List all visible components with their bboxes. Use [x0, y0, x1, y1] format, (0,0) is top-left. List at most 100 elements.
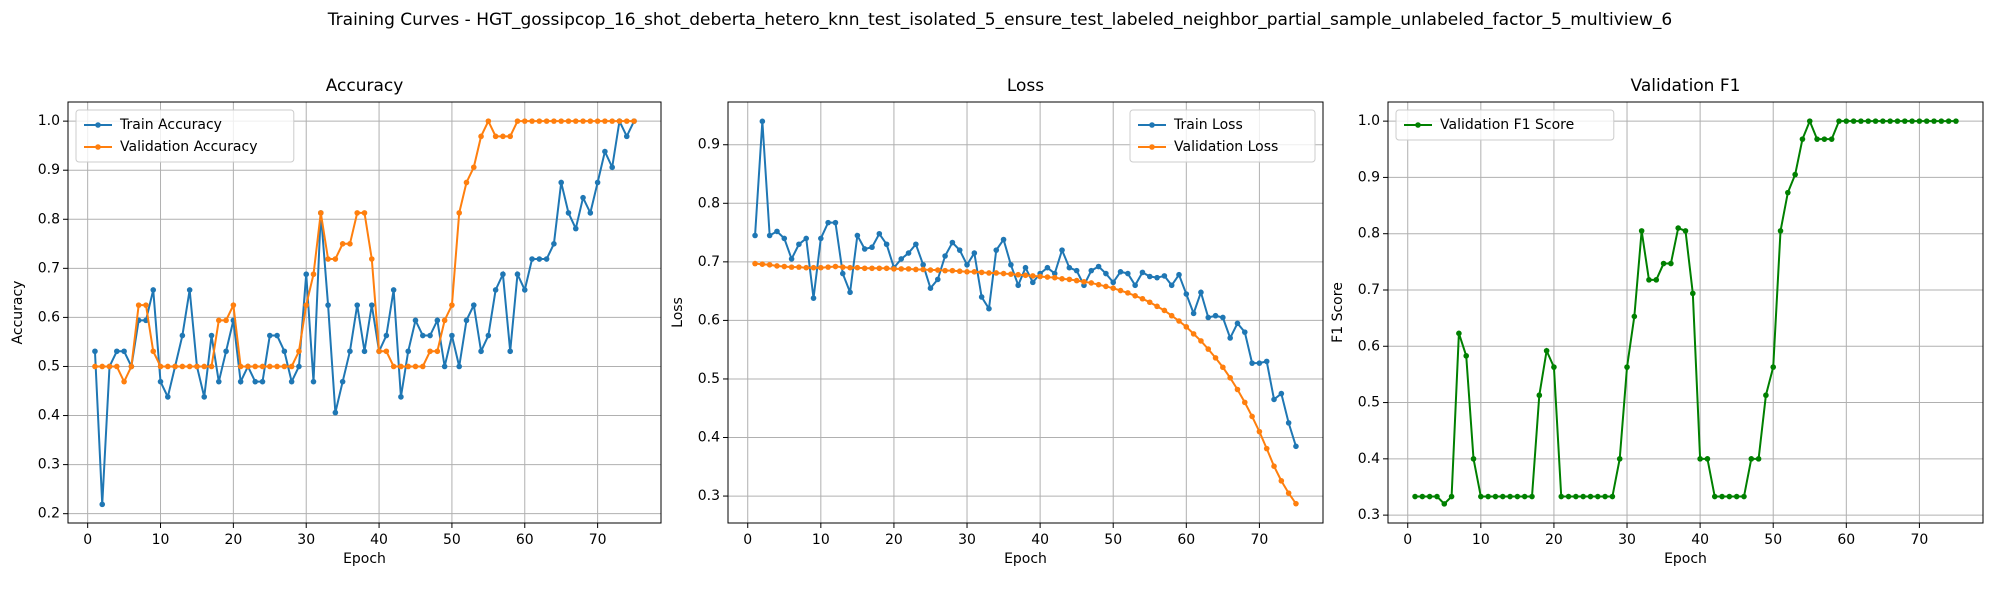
data-point — [993, 270, 1000, 276]
data-point — [1271, 463, 1277, 470]
data-point — [339, 241, 346, 247]
data-point — [1558, 493, 1565, 500]
data-point — [1733, 493, 1740, 500]
data-point — [1616, 456, 1623, 462]
data-point — [796, 241, 802, 248]
data-point — [1858, 118, 1864, 124]
data-point — [157, 378, 164, 385]
data-point — [818, 264, 824, 271]
data-point — [1741, 493, 1747, 500]
y-tick-label: 0.5 — [38, 358, 60, 374]
data-point — [1573, 493, 1579, 500]
legend-box — [1129, 109, 1316, 163]
figure-title: Training Curves - HGT_gossipcop_16_shot_… — [327, 10, 1672, 30]
data-point — [1008, 261, 1014, 268]
data-point — [587, 118, 594, 124]
data-point — [223, 348, 229, 355]
data-point — [1755, 456, 1762, 462]
data-point — [803, 235, 810, 242]
data-point — [898, 256, 905, 262]
data-point — [978, 269, 985, 276]
data-point — [165, 394, 171, 400]
data-point — [165, 363, 171, 370]
data-point — [1821, 136, 1828, 142]
data-point — [252, 363, 259, 370]
data-point — [1850, 118, 1857, 124]
data-point — [1880, 118, 1886, 124]
y-tick-label: 0.7 — [1358, 282, 1380, 298]
legend: Train Loss Validation Loss — [1129, 109, 1316, 163]
data-point — [1285, 420, 1292, 426]
data-point — [876, 230, 883, 237]
data-point — [1234, 320, 1241, 327]
y-tick-label: 0.5 — [698, 371, 720, 387]
data-point — [565, 118, 572, 124]
data-point — [1499, 493, 1506, 500]
x-tick-label: 40 — [1031, 532, 1049, 548]
data-point — [1704, 456, 1711, 462]
data-point — [1008, 271, 1014, 277]
data-point — [215, 378, 222, 385]
data-point — [1799, 136, 1806, 142]
data-point — [759, 118, 766, 125]
data-point — [398, 394, 404, 400]
data-point — [332, 409, 339, 416]
data-point — [521, 118, 528, 124]
data-point — [1139, 269, 1146, 276]
data-point — [92, 348, 98, 355]
data-point — [507, 133, 514, 140]
data-point — [1073, 267, 1080, 274]
x-tick-label: 20 — [224, 532, 242, 548]
data-point — [354, 302, 361, 308]
data-point — [623, 133, 630, 140]
data-point — [1176, 271, 1182, 278]
data-point — [883, 265, 890, 272]
data-point — [832, 219, 839, 226]
data-point — [1646, 277, 1652, 283]
data-point — [514, 118, 521, 124]
y-tick-label: 0.7 — [698, 254, 720, 270]
y-tick-label: 0.7 — [38, 260, 60, 276]
data-point — [288, 363, 295, 370]
data-point — [1293, 443, 1299, 450]
data-point — [121, 348, 127, 355]
legend: Train Accuracy Validation Accuracy — [75, 109, 295, 163]
data-point — [114, 363, 120, 370]
data-point — [1015, 271, 1021, 278]
x-tick-label: 40 — [1691, 532, 1709, 548]
data-point — [303, 302, 310, 308]
subplot-title: Validation F1 — [1631, 76, 1741, 96]
data-point — [339, 378, 346, 385]
data-point — [1828, 136, 1835, 142]
y-tick-label: 1.0 — [38, 113, 60, 129]
data-point — [347, 348, 353, 355]
data-point — [128, 363, 135, 370]
data-point — [1836, 118, 1842, 124]
y-tick-label: 0.9 — [38, 162, 60, 178]
data-point — [1609, 493, 1616, 500]
data-point — [186, 363, 193, 370]
data-point — [223, 317, 229, 324]
data-point — [1220, 314, 1226, 321]
data-point — [1190, 310, 1197, 317]
legend-label: Train Loss — [1173, 117, 1243, 133]
x-tick-label: 60 — [1837, 532, 1855, 548]
data-point — [971, 269, 978, 275]
data-point — [172, 363, 178, 370]
data-point — [1507, 493, 1513, 500]
data-point — [478, 348, 484, 355]
data-point — [1183, 324, 1190, 330]
data-point — [803, 264, 810, 271]
data-point — [1000, 236, 1007, 243]
data-point — [368, 256, 375, 262]
data-point — [759, 261, 766, 267]
data-point — [1792, 171, 1798, 178]
x-tick-label: 70 — [589, 532, 607, 548]
data-point — [303, 271, 310, 278]
data-point — [245, 363, 251, 370]
data-point — [1125, 290, 1131, 296]
data-point — [274, 332, 280, 339]
data-point — [1095, 281, 1102, 288]
data-point — [1125, 270, 1131, 277]
x-tick-label: 50 — [1104, 532, 1122, 548]
